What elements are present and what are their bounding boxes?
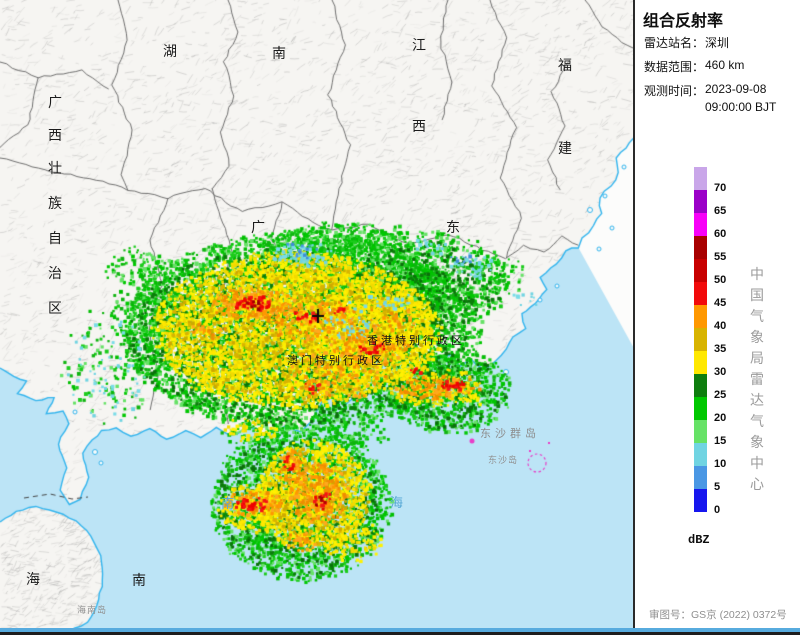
watermark-char: 雷 [750, 371, 764, 387]
obstime-label: 观测时间： [644, 84, 705, 98]
agency-watermark: 中国气象局雷达气象中心 [747, 264, 767, 495]
info-row-station: 雷达站名： 深圳 [644, 34, 729, 51]
legend-swatch [694, 443, 707, 466]
legend-tick-label: 40 [714, 320, 727, 332]
legend-tick-label: 10 [714, 458, 727, 470]
info-panel: 组合反射率 雷达站名： 深圳 数据范围： 460 km 观测时间： 2023-0… [635, 0, 800, 628]
legend-swatch [694, 420, 707, 443]
watermark-char: 象 [750, 329, 764, 345]
range-value: 460 km [705, 58, 745, 72]
legend-tick-label: 15 [714, 435, 727, 447]
legend-tick-label: 35 [714, 343, 727, 355]
legend-swatch [694, 351, 707, 374]
legend-tick-label: 45 [714, 297, 727, 309]
legend-tick-label: 30 [714, 366, 727, 378]
radar-map: 湖南江西福建广西壮族自治区广东海南香港特别行政区 澳门特别行政区 东沙群岛 东沙岛 海南… [0, 0, 635, 628]
info-row-obstime2: 09:00:00 BJT [644, 100, 776, 114]
product-title: 组合反射率 [643, 13, 724, 30]
legend-swatch [694, 466, 707, 489]
watermark-char: 中 [750, 455, 764, 471]
legend-tick-label: 60 [714, 228, 727, 240]
station-label: 雷达站名： [644, 36, 705, 50]
legend-tick-label: 55 [714, 251, 727, 263]
watermark-char: 国 [750, 287, 764, 303]
watermark-char: 中 [750, 266, 764, 282]
radar-map-canvas [0, 0, 633, 628]
obstime-date: 2023-09-08 [705, 82, 767, 96]
info-row-obstime: 观测时间： 2023-09-08 [644, 82, 766, 99]
legend-swatch [694, 190, 707, 213]
legend-tick-label: 25 [714, 389, 727, 401]
watermark-char: 心 [750, 476, 764, 492]
legend-tick-label: 20 [714, 412, 727, 424]
legend-tick-label: 70 [714, 182, 727, 194]
legend-swatch [694, 167, 707, 190]
info-row-range: 数据范围： 460 km [644, 58, 744, 75]
legend-unit: dBZ [688, 533, 710, 547]
station-value: 深圳 [705, 36, 730, 50]
obstime-clock: 09:00:00 BJT [705, 100, 777, 114]
legend-swatch [694, 259, 707, 282]
legend-swatch [694, 328, 707, 351]
watermark-char: 气 [750, 413, 764, 429]
watermark-char: 象 [750, 434, 764, 450]
legend-tick-label: 50 [714, 274, 727, 286]
legend-swatch [694, 397, 707, 420]
watermark-char: 达 [750, 392, 764, 408]
legend-tick-label: 0 [714, 504, 721, 516]
bottom-blue-bar [0, 628, 800, 632]
bottom-border [0, 632, 800, 635]
legend-swatch [694, 305, 707, 328]
legend-tick-label: 5 [714, 481, 721, 493]
watermark-char: 气 [750, 308, 764, 324]
legend-swatch [694, 213, 707, 236]
map-approval-number: 审图号：GS京 (2022) 0372号 [649, 609, 787, 621]
legend-swatch [694, 282, 707, 305]
range-label: 数据范围： [644, 60, 705, 74]
watermark-char: 局 [750, 350, 764, 366]
legend-swatch [694, 236, 707, 259]
legend-tick-label: 65 [714, 205, 727, 217]
legend-swatch [694, 489, 707, 512]
legend-swatch [694, 374, 707, 397]
